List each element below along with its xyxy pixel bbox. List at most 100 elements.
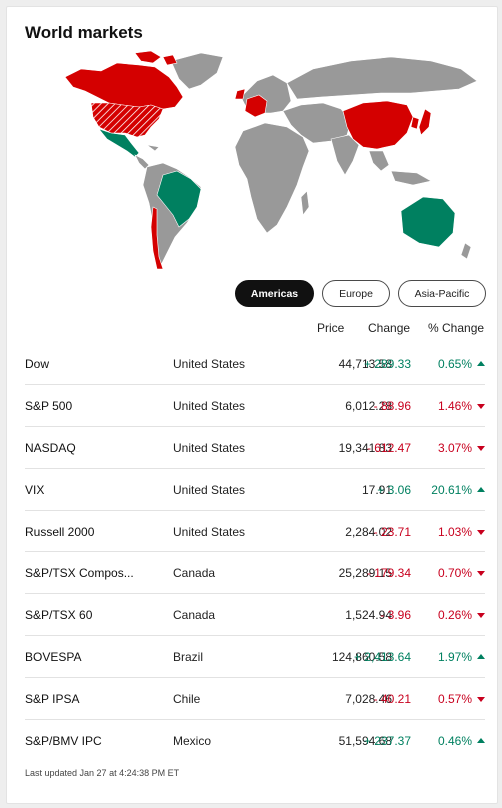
- header-change: Change: [368, 321, 411, 335]
- market-price: 2,284.02: [345, 524, 392, 539]
- table-row[interactable]: Russell 2000 United States 2,284.02- 23.71…: [25, 511, 485, 553]
- market-name: S&P 500: [25, 398, 73, 413]
- map-region-brazil[interactable]: [156, 170, 202, 228]
- triangle-up-icon: [477, 654, 485, 660]
- region-tabs: Americas Europe Asia-Pacific: [235, 280, 486, 307]
- table-row[interactable]: S&P IPSA Chile 7,028.46- 40.21 0.57%: [25, 678, 485, 721]
- market-change: - 179.34: [366, 566, 411, 581]
- market-price: 19,341.83: [338, 440, 392, 455]
- map-region-europe-selected[interactable]: [234, 88, 268, 118]
- market-pct-change: 1.03%: [437, 524, 472, 539]
- market-change: + 3.06: [377, 482, 411, 497]
- market-pct-change: 0.46%: [437, 734, 472, 749]
- map-region-korea[interactable]: [410, 116, 420, 130]
- market-name: Dow: [25, 357, 50, 371]
- markets-table: Dow United States 44,713.58 + 289.33 0.65% S&…: [25, 343, 485, 762]
- map-region-japan[interactable]: [418, 108, 432, 136]
- market-price: 44,713.58: [338, 357, 392, 371]
- triangle-up-icon: [477, 486, 485, 492]
- table-row[interactable]: S&P/TSX 60 Canada 1,524.94- 3.96 0.26%: [25, 594, 485, 637]
- market-price: 6,012.28: [345, 398, 392, 413]
- world-markets-card: World markets: [6, 6, 498, 804]
- market-country: Brazil: [173, 650, 204, 665]
- map-region-africa[interactable]: [234, 122, 310, 234]
- triangle-up-icon: [477, 738, 485, 744]
- table-row[interactable]: BOVESPA Brazil 124,860.58 + 2,413.64 1.97%: [25, 636, 485, 679]
- market-name: S&P/TSX 60: [25, 608, 93, 623]
- market-price: 7,028.46: [345, 692, 392, 707]
- tab-asia-pacific[interactable]: Asia-Pacific: [398, 280, 486, 307]
- market-country: United States: [173, 357, 246, 371]
- header-price: Price: [317, 321, 345, 335]
- map-region-greenland[interactable]: [170, 52, 224, 90]
- market-pct-change: 0.65%: [437, 357, 472, 371]
- market-price: 124,860.58: [331, 650, 392, 665]
- market-pct-change: 0.70%: [437, 566, 472, 581]
- market-change: + 237.37: [363, 734, 411, 749]
- market-country: United States: [173, 398, 246, 413]
- market-country: Canada: [173, 608, 216, 623]
- table-row[interactable]: Dow United States 44,713.58 + 289.33 0.65%: [25, 343, 485, 385]
- market-name: NASDAQ: [25, 440, 76, 455]
- triangle-down-icon: [477, 403, 485, 409]
- table-row[interactable]: NASDAQ United States 19,341.83- 612.47 3.07…: [25, 427, 485, 469]
- market-change: - 612.47: [366, 440, 411, 455]
- market-change: - 40.21: [373, 692, 411, 707]
- table-row[interactable]: S&P 500 United States 6,012.28- 88.96 1.46%: [25, 385, 485, 427]
- table-row[interactable]: VIX United States 17.91 + 3.06 20.61%: [25, 469, 485, 511]
- triangle-down-icon: [477, 697, 485, 703]
- market-name: BOVESPA: [25, 650, 82, 665]
- market-name: S&P/BMV IPC: [25, 734, 102, 749]
- market-country: United States: [173, 482, 246, 497]
- map-region-russia[interactable]: [286, 56, 478, 100]
- triangle-up-icon: [477, 361, 485, 366]
- market-country: United States: [173, 524, 246, 539]
- market-pct-change: 20.61%: [431, 482, 472, 497]
- map-region-chile[interactable]: [150, 206, 164, 270]
- last-updated: Last updated Jan 27 at 4:24:38 PM ET: [25, 768, 180, 778]
- triangle-down-icon: [477, 613, 485, 619]
- market-price: 1,524.94: [345, 608, 392, 623]
- header-pct-change: % Change: [428, 321, 485, 335]
- market-pct-change: 1.97%: [437, 650, 472, 665]
- market-country: Chile: [173, 692, 201, 707]
- market-price: 25,289.15: [338, 566, 392, 581]
- triangle-down-icon: [477, 571, 485, 577]
- market-price: 51,594.68: [338, 734, 392, 749]
- map-region-mexico[interactable]: [98, 128, 140, 158]
- map-region-middle-east[interactable]: [282, 102, 352, 144]
- world-map[interactable]: [51, 47, 481, 277]
- market-name: S&P/TSX Compos...: [25, 566, 134, 581]
- market-name: Russell 2000: [25, 524, 95, 539]
- market-name: VIX: [25, 482, 45, 497]
- market-pct-change: 0.26%: [437, 608, 472, 623]
- market-price: 17.91: [361, 482, 392, 497]
- map-region-caribbean[interactable]: [146, 144, 160, 152]
- market-country: Canada: [173, 566, 216, 581]
- map-region-new-zealand[interactable]: [460, 242, 472, 260]
- map-region-united-states[interactable]: [90, 102, 164, 138]
- market-country: United States: [173, 440, 246, 455]
- market-pct-change: 3.07%: [437, 440, 472, 455]
- market-change: - 23.71: [373, 524, 411, 539]
- map-region-madagascar[interactable]: [300, 190, 310, 216]
- map-region-australia[interactable]: [400, 196, 456, 248]
- map-region-southeast-asia[interactable]: [368, 150, 432, 186]
- card-title: World markets: [25, 23, 143, 42]
- triangle-down-icon: [477, 445, 485, 451]
- market-change: - 88.96: [373, 398, 411, 413]
- table-row[interactable]: S&P/BMV IPC Mexico 51,594.68 + 237.37 0.46%: [25, 720, 485, 762]
- market-pct-change: 0.57%: [437, 692, 472, 707]
- table-row[interactable]: S&P/TSX Compos... Canada 25,289.15- 179.34…: [25, 552, 485, 595]
- tab-europe[interactable]: Europe: [322, 280, 390, 307]
- map-region-arctic-islands[interactable]: [134, 50, 178, 66]
- market-name: S&P IPSA: [25, 692, 80, 707]
- market-pct-change: 1.46%: [437, 398, 472, 413]
- map-region-canada[interactable]: [64, 62, 184, 110]
- map-region-india[interactable]: [330, 134, 360, 176]
- tab-americas[interactable]: Americas: [235, 280, 314, 307]
- table-header: Price Change % Change: [7, 321, 499, 341]
- market-change: - 3.96: [380, 608, 411, 623]
- map-region-china[interactable]: [342, 100, 414, 150]
- market-change: + 289.33: [363, 357, 411, 371]
